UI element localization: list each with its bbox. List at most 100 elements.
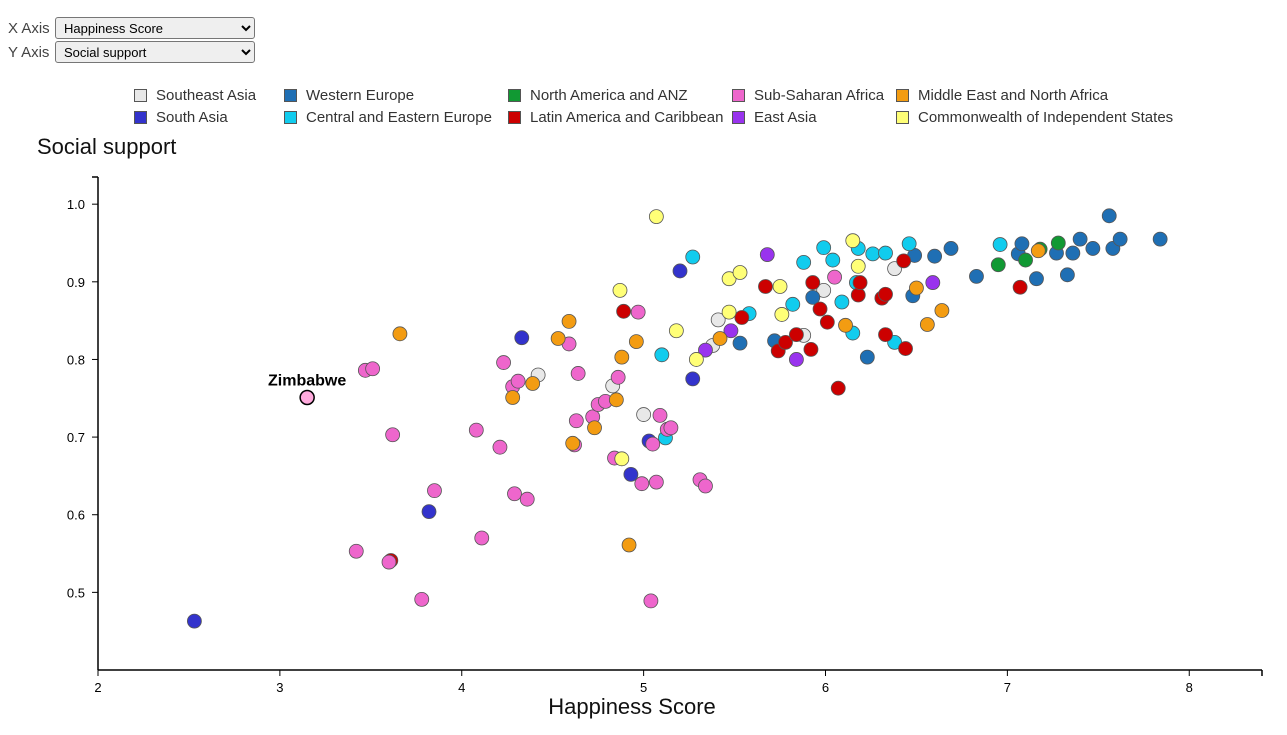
data-point bbox=[385, 427, 401, 443]
data-point bbox=[919, 317, 935, 332]
data-point bbox=[628, 334, 644, 349]
y-axis-select[interactable]: Social support bbox=[55, 41, 255, 63]
legend-label: Middle East and North Africa bbox=[918, 87, 1109, 104]
y-axis-title: Social support bbox=[37, 134, 176, 159]
data-point bbox=[710, 312, 726, 328]
data-point bbox=[616, 303, 632, 319]
data-point bbox=[510, 373, 526, 389]
data-point bbox=[570, 366, 586, 381]
data-point bbox=[1012, 279, 1028, 295]
highlight-label: Zimbabwe bbox=[268, 372, 346, 389]
data-point bbox=[525, 376, 541, 391]
data-point bbox=[421, 504, 437, 520]
data-point bbox=[568, 413, 584, 429]
data-point bbox=[1065, 245, 1081, 261]
data-point bbox=[648, 209, 664, 224]
data-point bbox=[1014, 236, 1030, 252]
data-point bbox=[990, 257, 1006, 273]
data-point bbox=[785, 296, 801, 312]
data-point bbox=[789, 327, 804, 343]
data-point bbox=[759, 247, 775, 263]
legend-label: Central and Eastern Europe bbox=[306, 109, 492, 126]
data-point bbox=[365, 361, 381, 377]
data-point bbox=[634, 476, 650, 492]
data-point bbox=[608, 392, 624, 408]
data-point bbox=[645, 436, 661, 452]
legend-swatch bbox=[134, 111, 147, 124]
data-point bbox=[827, 269, 842, 285]
data-point bbox=[934, 303, 950, 318]
data-point bbox=[969, 268, 984, 284]
y-tick-label: 0.7 bbox=[67, 430, 85, 445]
y-tick-label: 0.5 bbox=[67, 585, 85, 600]
legend-swatch bbox=[896, 89, 909, 102]
data-point bbox=[1112, 231, 1128, 247]
data-point bbox=[668, 323, 684, 339]
legend-swatch bbox=[284, 111, 297, 124]
x-tick-label: 4 bbox=[458, 680, 465, 695]
legend-swatch bbox=[508, 89, 521, 102]
data-point bbox=[514, 330, 530, 346]
data-point bbox=[925, 275, 941, 290]
data-point bbox=[688, 352, 704, 367]
data-point bbox=[803, 341, 819, 357]
data-point bbox=[643, 593, 659, 609]
data-point bbox=[186, 613, 202, 629]
legend-label: Commonwealth of Independent States bbox=[918, 109, 1174, 126]
data-point bbox=[712, 331, 728, 346]
legend-item: Central and Eastern Europe bbox=[284, 109, 492, 126]
legend-item: Sub-Saharan Africa bbox=[732, 87, 884, 104]
data-point bbox=[723, 323, 739, 339]
x-tick-label: 2 bbox=[94, 680, 101, 695]
data-point bbox=[698, 478, 713, 494]
legend-item: Western Europe bbox=[284, 87, 414, 104]
data-point bbox=[468, 422, 484, 438]
data-point bbox=[496, 355, 511, 370]
x-axis-label: X Axis bbox=[8, 19, 50, 37]
legend-label: East Asia bbox=[754, 109, 817, 126]
data-point bbox=[789, 352, 804, 367]
data-point bbox=[878, 245, 893, 261]
data-point bbox=[850, 258, 866, 274]
data-point bbox=[1050, 235, 1066, 251]
data-point bbox=[901, 236, 917, 252]
y-tick-label: 1.0 bbox=[67, 197, 85, 212]
legend-item: Middle East and North Africa bbox=[896, 87, 1108, 104]
data-point bbox=[348, 543, 364, 559]
legend-label: Southeast Asia bbox=[156, 87, 257, 104]
data-point bbox=[778, 334, 793, 350]
data-point bbox=[816, 282, 832, 298]
legend-swatch bbox=[284, 89, 297, 102]
data-point bbox=[859, 349, 875, 365]
data-point bbox=[672, 263, 688, 279]
data-point bbox=[1018, 252, 1033, 268]
data-point bbox=[721, 304, 737, 320]
data-point bbox=[845, 233, 861, 249]
legend-label: Latin America and Caribbean bbox=[530, 109, 724, 126]
data-point bbox=[898, 341, 913, 356]
x-tick-label: 7 bbox=[1004, 680, 1011, 695]
data-point bbox=[865, 246, 881, 262]
x-axis-select[interactable]: Happiness Score bbox=[55, 17, 255, 39]
y-axis-label: Y Axis bbox=[8, 43, 50, 61]
data-point bbox=[492, 439, 508, 455]
data-point bbox=[1029, 271, 1044, 287]
data-point bbox=[796, 255, 812, 270]
legend-label: South Asia bbox=[156, 109, 228, 126]
legend-swatch bbox=[732, 89, 745, 102]
data-point bbox=[992, 237, 1008, 252]
data-point bbox=[816, 240, 832, 256]
data-point bbox=[909, 280, 924, 296]
data-point bbox=[652, 407, 668, 423]
data-point bbox=[612, 282, 628, 298]
data-point bbox=[943, 241, 959, 256]
data-point bbox=[758, 279, 773, 294]
data-point bbox=[392, 326, 408, 342]
data-point bbox=[852, 275, 868, 290]
data-point bbox=[636, 407, 652, 422]
data-point bbox=[774, 307, 790, 322]
legend-item: South Asia bbox=[134, 109, 228, 126]
legend-swatch bbox=[508, 111, 521, 124]
data-point bbox=[685, 371, 701, 387]
data-point bbox=[610, 369, 626, 385]
